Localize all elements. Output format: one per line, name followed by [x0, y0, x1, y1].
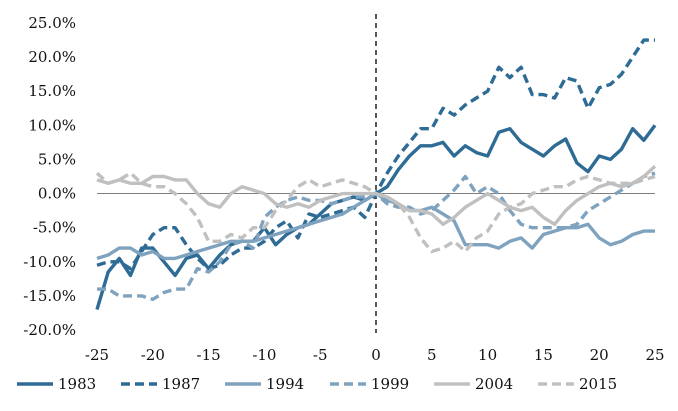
y-tick-label: -5.0% [33, 219, 76, 237]
legend-label-1994: 1994 [266, 375, 304, 393]
x-tick-label: -20 [141, 346, 165, 364]
y-tick-label: 5.0% [38, 150, 76, 168]
y-tick-label: -20.0% [23, 321, 76, 339]
y-tick-label: 0.0% [38, 185, 76, 203]
y-tick-label: 25.0% [28, 14, 76, 32]
x-tick-label: 25 [645, 346, 664, 364]
x-tick-label: 20 [590, 346, 609, 364]
legend-label-2015: 2015 [579, 375, 617, 393]
y-axis: 25.0% 20.0% 15.0% 10.0% 5.0% 0.0% -5.0% -10.0% -… [23, 14, 76, 339]
x-tick-label: -15 [197, 346, 221, 364]
x-tick-label: -10 [252, 346, 276, 364]
y-tick-label: 20.0% [28, 48, 76, 66]
x-tick-label: 15 [534, 346, 553, 364]
x-tick-label: -25 [85, 346, 109, 364]
series-lines [95, 38, 657, 310]
legend-label-1999: 1999 [371, 375, 409, 393]
legend-label-1983: 1983 [58, 375, 96, 393]
y-tick-label: -15.0% [23, 287, 76, 305]
x-axis: -25 -20 -15 -10 -5 0 5 10 15 20 25 [85, 346, 665, 364]
legend: 1983 1987 1994 1999 2004 2015 [17, 375, 617, 393]
x-tick-label: 10 [478, 346, 497, 364]
legend-label-2004: 2004 [475, 375, 513, 393]
series-line-2015 [95, 171, 656, 254]
x-tick-label: 5 [427, 346, 437, 364]
y-tick-label: -10.0% [23, 253, 76, 271]
x-tick-label: -5 [313, 346, 328, 364]
y-tick-label: 15.0% [28, 82, 76, 100]
legend-label-1987: 1987 [162, 375, 200, 393]
y-tick-label: 10.0% [28, 116, 76, 134]
x-tick-label: 0 [371, 346, 381, 364]
